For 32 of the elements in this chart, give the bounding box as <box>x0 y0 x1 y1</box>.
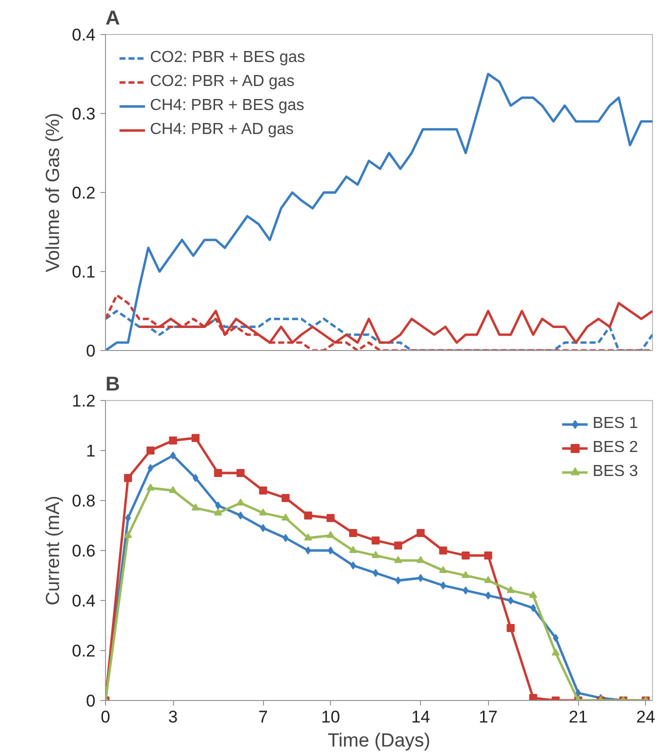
y-tick-label: 0.1 <box>72 262 96 282</box>
x-tick-label: 17 <box>478 708 498 726</box>
chart-title: A <box>106 8 120 30</box>
y-axis-title: Current (mA) <box>42 496 64 606</box>
y-tick-label: 0.2 <box>72 184 96 202</box>
y-tick-label: 0.3 <box>72 104 96 124</box>
legend-label: BES 3 <box>592 463 638 481</box>
legend-label: BES 2 <box>592 439 638 457</box>
y-tick-label: 1.2 <box>72 392 96 410</box>
y-tick-label: 0.4 <box>72 26 96 44</box>
y-tick-label: 0.8 <box>72 492 96 510</box>
y-tick-label: 0.6 <box>72 542 96 560</box>
legend-label: CH4: PBR + BES gas <box>150 97 304 115</box>
y-tick-label: 1 <box>86 442 96 460</box>
x-tick-label: 14 <box>411 708 430 726</box>
y-tick-label: 0 <box>86 692 96 710</box>
x-tick-label: 21 <box>568 708 588 726</box>
y-tick-label: 0 <box>86 342 96 360</box>
x-axis-title: Time (Days) <box>328 730 430 752</box>
chart-title: B <box>106 374 120 396</box>
x-tick-label: 24 <box>636 708 656 726</box>
x-tick-label: 7 <box>258 708 268 726</box>
y-tick-label: 0.2 <box>72 642 96 660</box>
y-tick-label: 0.4 <box>72 592 96 610</box>
y-axis-title: Volume of Gas (%) <box>42 112 64 272</box>
legend-label: CO2: PBR + BES gas <box>150 49 306 67</box>
x-tick-label: 10 <box>321 708 340 726</box>
x-tick-label: 3 <box>168 708 178 726</box>
legend-label: CH4: PBR + AD gas <box>150 121 294 139</box>
legend-label: CO2: PBR + AD gas <box>150 73 295 91</box>
x-tick-label: 0 <box>100 708 110 726</box>
legend-label: BES 1 <box>592 415 638 433</box>
